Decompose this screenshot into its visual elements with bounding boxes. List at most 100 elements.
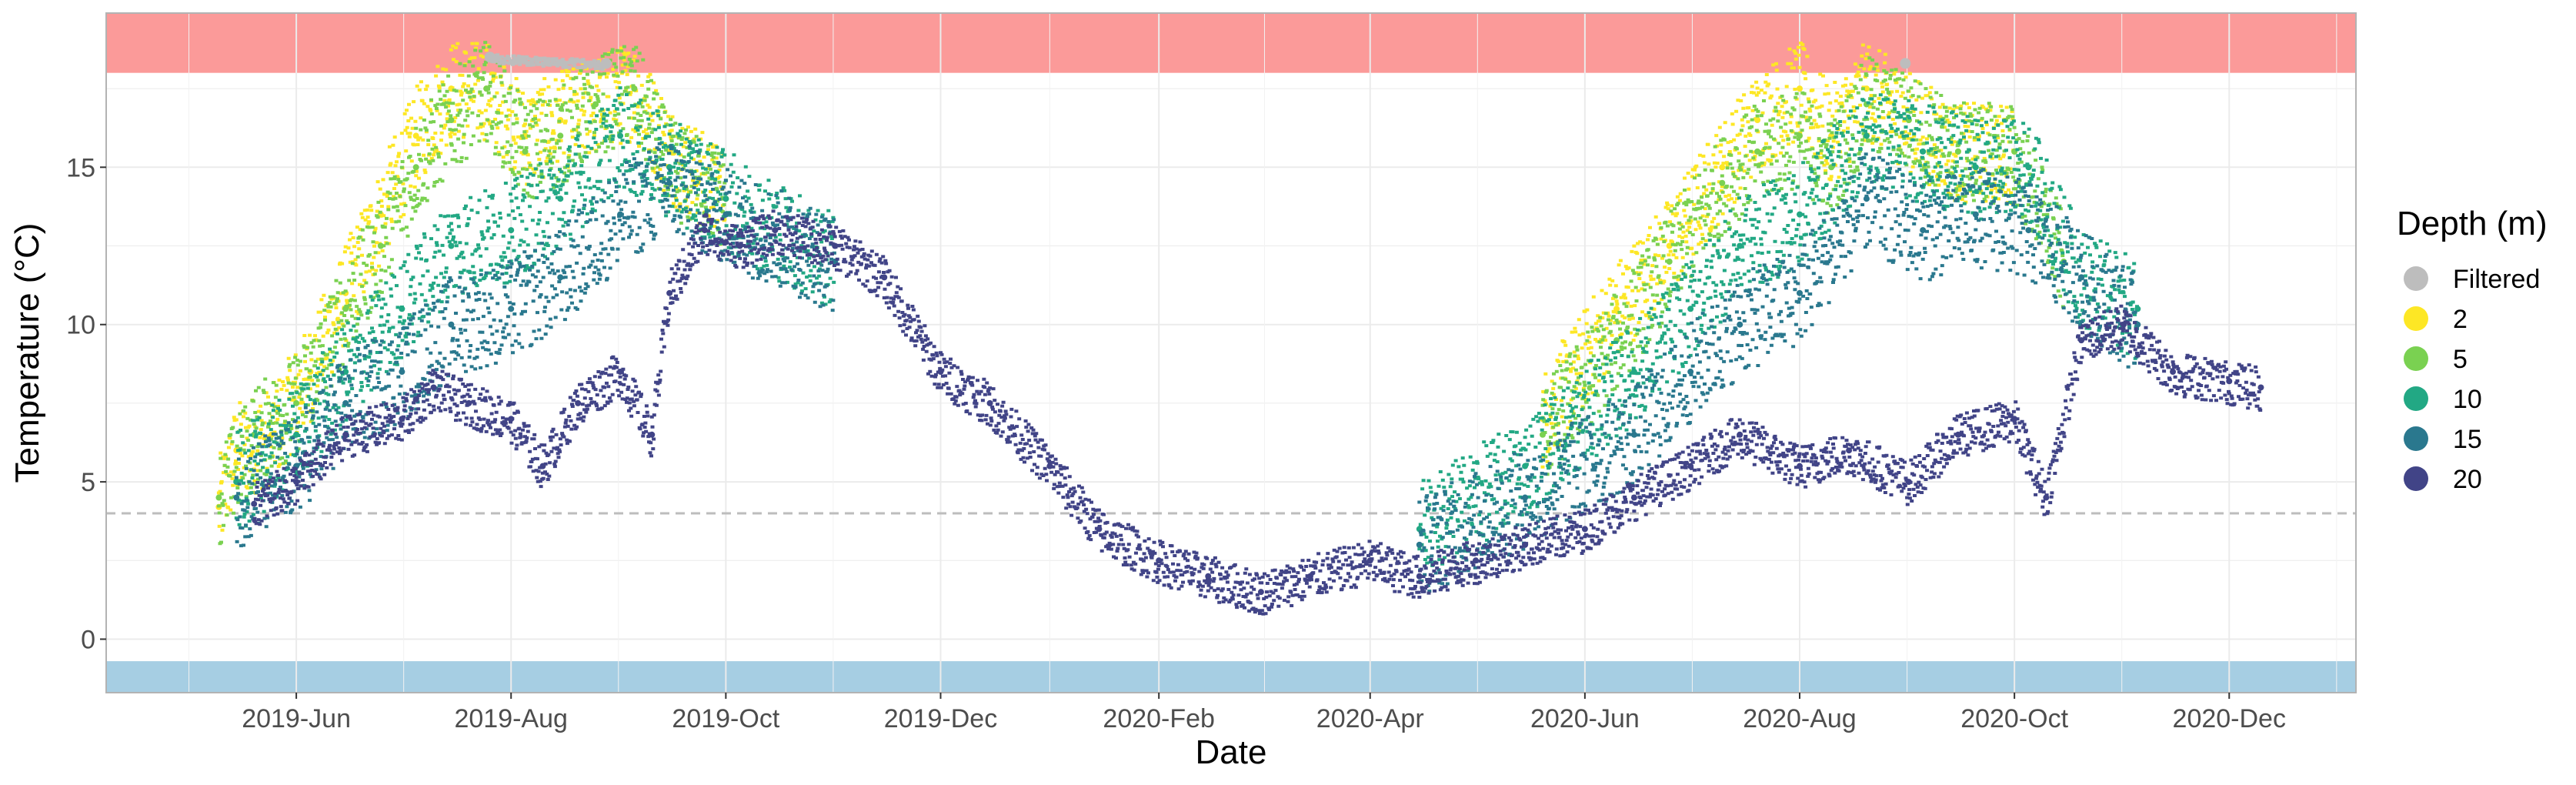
x-tick-label: 2020-Dec [2173, 704, 2286, 733]
data-point [937, 369, 944, 376]
x-axis-title: Date [1196, 733, 1267, 771]
data-point [215, 494, 222, 501]
data-point [1972, 211, 1979, 218]
series-15 [233, 142, 2141, 593]
data-point [1630, 369, 1637, 376]
data-point [2025, 164, 2032, 171]
data-point [1863, 132, 1870, 139]
data-point [557, 195, 564, 202]
data-point [575, 399, 582, 406]
data-point [1900, 58, 1911, 69]
data-point [2134, 306, 2141, 312]
data-point [412, 132, 419, 139]
data-point [722, 211, 729, 218]
series-20-cloud [252, 209, 2263, 616]
data-point [2078, 274, 2085, 281]
y-axis-title: Temperature (°C) [8, 223, 46, 483]
data-point [412, 164, 419, 171]
data-point [539, 463, 546, 469]
y-tick-label: 0 [81, 626, 95, 655]
data-point [342, 306, 349, 312]
x-tick-label: 2020-Apr [1316, 704, 1424, 733]
data-point [399, 306, 405, 312]
data-point [1737, 242, 1743, 249]
data-point [1046, 463, 1053, 469]
legend: Depth (m) Filtered 2 5 10 15 20 [2397, 205, 2548, 494]
data-point [1920, 148, 1927, 155]
x-tick-label: 2020-Feb [1103, 704, 1215, 733]
data-point [1719, 179, 1726, 186]
data-point [649, 431, 656, 438]
data-point [617, 211, 624, 218]
data-point [2043, 494, 2050, 501]
x-tick-label: 2020-Oct [1960, 704, 2068, 733]
data-point [666, 164, 673, 171]
data-point [342, 431, 349, 438]
legend-label: 20 [2453, 465, 2482, 494]
data-point [1754, 116, 1761, 123]
grid-lines [106, 13, 2356, 693]
data-point [617, 132, 624, 139]
data-point [2025, 227, 2032, 234]
x-tick-label: 2019-Oct [672, 704, 779, 733]
legend-title: Depth (m) [2397, 205, 2548, 242]
data-point [342, 369, 349, 376]
threshold-band-1 [106, 661, 2356, 693]
data-points-group [215, 41, 2264, 616]
data-point [233, 494, 240, 501]
data-point [1416, 541, 1423, 548]
data-point [617, 369, 624, 376]
data-point [293, 479, 300, 486]
data-point [1522, 463, 1529, 469]
data-point [1522, 541, 1529, 548]
legend-swatch [2404, 306, 2428, 331]
data-point [1737, 321, 1743, 328]
data-point [342, 399, 349, 406]
legend-swatch [2404, 266, 2428, 291]
series-10 [233, 86, 2141, 578]
data-point [986, 399, 993, 406]
data-point [1539, 431, 1546, 438]
data-point [430, 384, 437, 391]
data-point [508, 416, 515, 423]
data-point [508, 306, 515, 312]
series-Filtered [484, 52, 1911, 72]
data-point [293, 431, 300, 438]
data-point [448, 321, 455, 328]
legend-label: Filtered [2453, 265, 2540, 294]
data-point [772, 227, 779, 234]
y-tick-label: 5 [81, 468, 95, 497]
y-tick-label: 10 [66, 311, 95, 340]
data-point [1954, 431, 1961, 438]
data-point [1719, 164, 1726, 171]
data-point [483, 85, 490, 92]
data-point [736, 242, 743, 249]
data-point [1630, 431, 1637, 438]
data-point [666, 289, 673, 296]
data-point [448, 242, 455, 249]
legend-label: 2 [2453, 305, 2468, 334]
data-point [881, 274, 888, 281]
data-point [522, 148, 529, 155]
legend-label: 5 [2453, 345, 2468, 374]
x-tick-label: 2020-Aug [1743, 704, 1856, 733]
data-point [557, 274, 564, 281]
x-axis-ticks: 2019-Jun 2019-Aug 2019-Oct 2019-Dec 2020-Feb… [242, 693, 2286, 733]
x-tick-label: 2019-Dec [884, 704, 997, 733]
data-point [1863, 85, 1870, 92]
data-point [1581, 526, 1588, 533]
data-point [1797, 463, 1804, 469]
data-point [631, 85, 638, 92]
data-point [2257, 384, 2264, 391]
y-tick-label: 15 [66, 153, 95, 182]
plot-border [105, 12, 2357, 693]
data-point [1737, 431, 1743, 438]
legend-label: 10 [2453, 385, 2482, 414]
data-point [1687, 463, 1694, 469]
data-point [600, 58, 612, 69]
threshold-band-0 [106, 13, 2356, 73]
data-point [484, 52, 496, 63]
x-tick-label: 2020-Jun [1530, 704, 1640, 733]
